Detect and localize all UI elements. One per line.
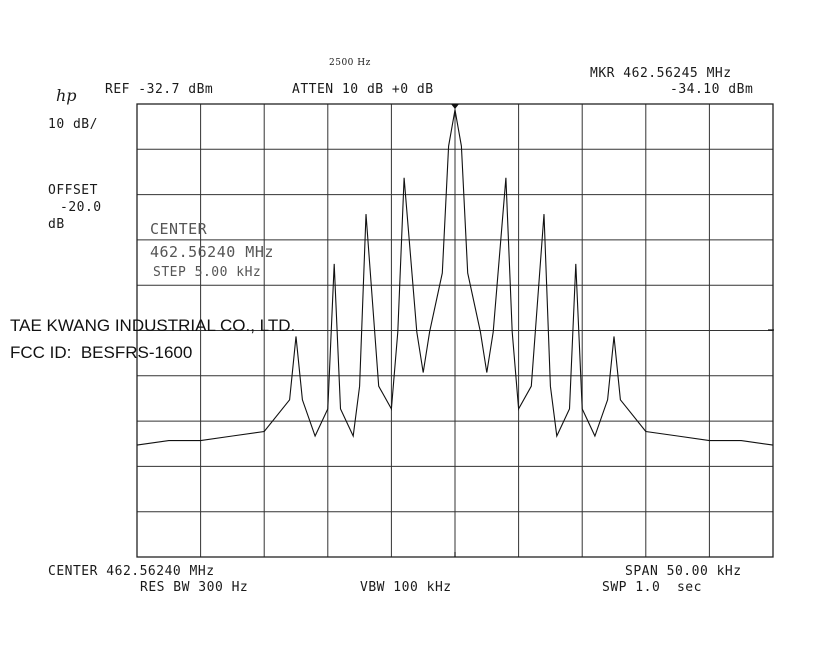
inset-center-label: CENTER xyxy=(150,220,208,238)
inset-step: STEP 5.00 kHz xyxy=(153,265,262,280)
hp-logo: hp xyxy=(56,86,77,105)
graticule xyxy=(137,104,773,557)
scale-per-div: 10 dB/ xyxy=(48,117,98,132)
offset-unit: dB xyxy=(48,217,65,232)
inset-center-frequency: 462.56240 MHz xyxy=(150,243,274,261)
fcc-id: FCC ID: BESFRS-1600 xyxy=(10,343,193,362)
top-note: 2500 Hz xyxy=(329,58,371,68)
marker-level: -34.10 dBm xyxy=(670,82,754,97)
ref-level: REF -32.7 dBm xyxy=(105,82,214,97)
marker-frequency: MKR 462.56245 MHz xyxy=(590,66,732,81)
offset-value: -20.0 xyxy=(60,200,102,215)
footer-vbw: VBW 100 kHz xyxy=(360,580,452,595)
offset-label: OFFSET xyxy=(48,183,98,198)
attenuation: ATTEN 10 dB +0 dB xyxy=(292,82,434,97)
spectrum-trace xyxy=(136,109,774,446)
company-name: TAE KWANG INDUSTRIAL CO., LTD. xyxy=(10,316,296,335)
footer-res-bw: RES BW 300 Hz xyxy=(140,580,249,595)
marker-indicator xyxy=(451,104,459,109)
footer-sweep: SWP 1.0 sec xyxy=(602,580,702,595)
footer-center: CENTER 462.56240 MHz xyxy=(48,564,215,579)
footer-span: SPAN 50.00 kHz xyxy=(625,564,742,579)
